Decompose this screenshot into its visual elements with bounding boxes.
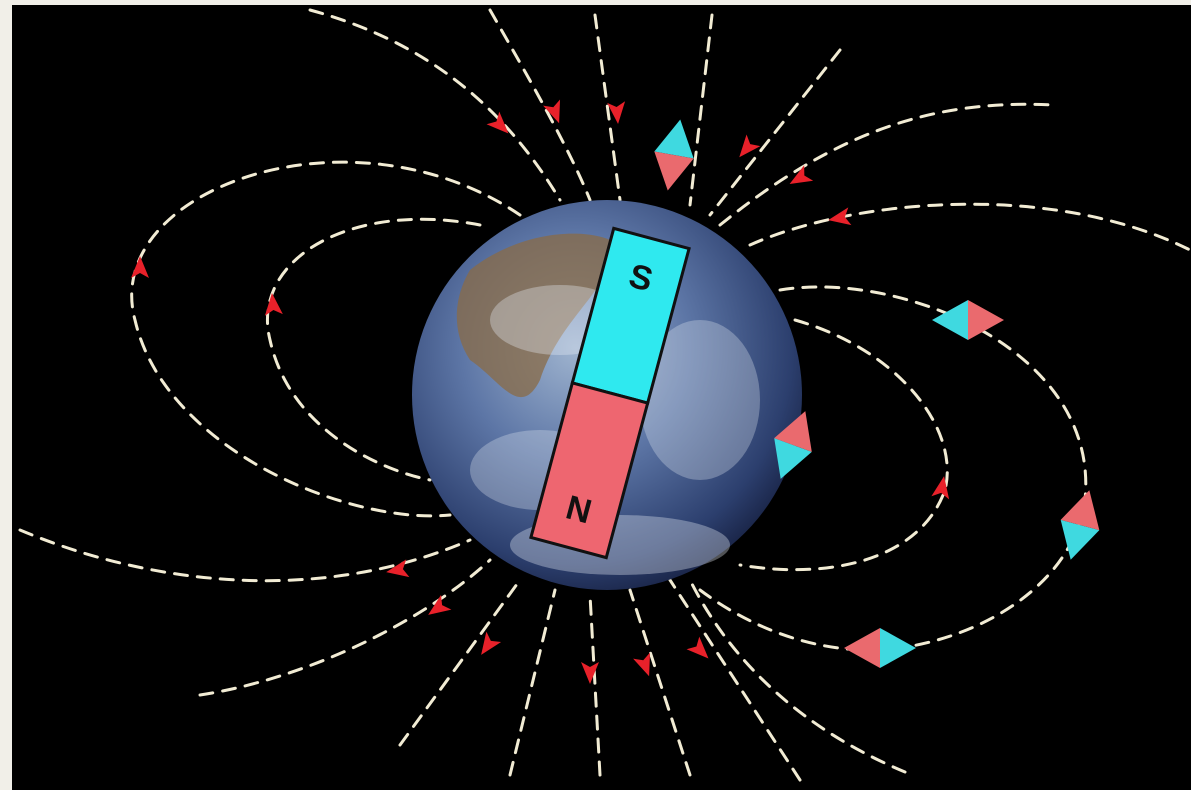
bar-magnet: S N [529, 226, 691, 560]
field-lines [18, 8, 1191, 782]
north-pole [529, 381, 650, 560]
